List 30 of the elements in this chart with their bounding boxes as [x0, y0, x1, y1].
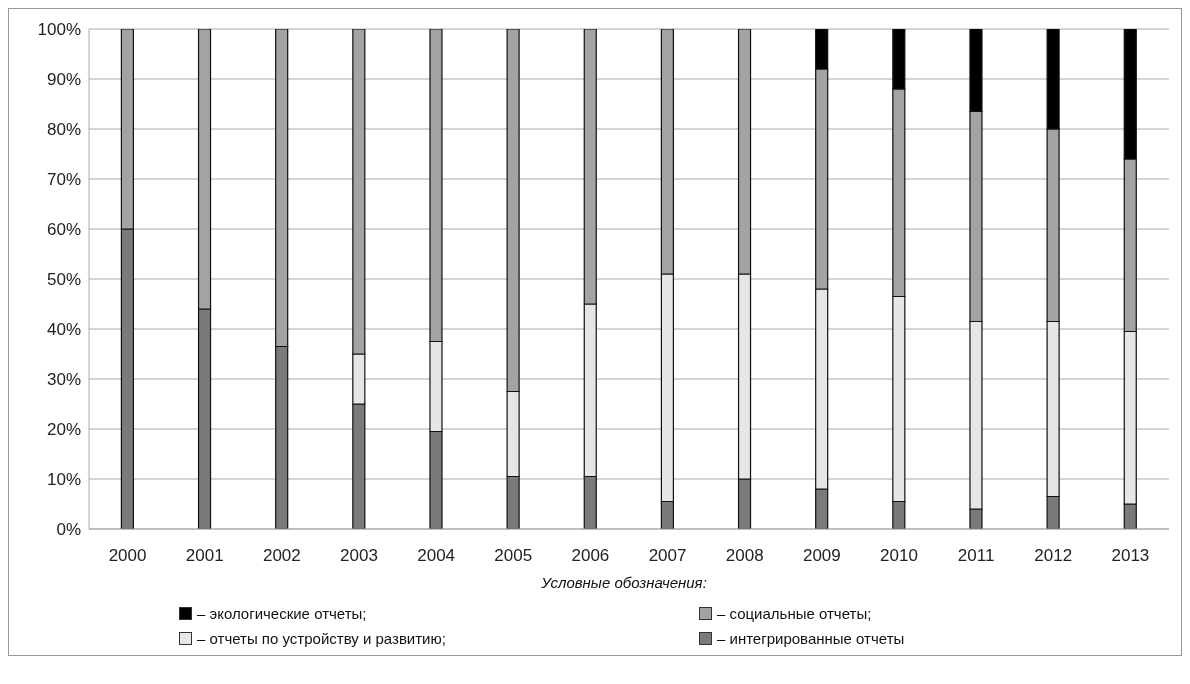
x-tick-label: 2000 [108, 546, 147, 566]
y-tick-label: 80% [46, 120, 81, 140]
x-tick-label: 2012 [1034, 546, 1073, 566]
y-tick-label: 10% [46, 470, 81, 490]
x-tick-label: 2008 [725, 546, 764, 566]
x-tick-label: 2006 [571, 546, 610, 566]
legend-label: – интегрированные отчеты [717, 630, 905, 647]
x-tick-label: 2010 [880, 546, 918, 566]
y-tick-label: 100% [37, 20, 81, 40]
y-tick-label: 90% [46, 70, 81, 90]
x-tick-label: 2005 [494, 546, 533, 566]
x-tick-label: 2013 [1111, 546, 1150, 566]
y-tick-label: 30% [46, 370, 81, 390]
y-tick-label: 50% [46, 270, 81, 290]
legend-label: – экологические отчеты; [197, 605, 367, 622]
y-tick-label: 0% [56, 520, 81, 540]
x-tick-label: 2003 [340, 546, 378, 566]
x-tick-label: 2004 [417, 546, 456, 566]
y-tick-label: 20% [46, 420, 81, 440]
y-tick-label: 70% [46, 170, 81, 190]
x-tick-label: 2002 [262, 546, 301, 566]
x-tick-label: 2007 [648, 546, 687, 566]
x-tick-label: 2011 [957, 546, 995, 566]
x-tick-label: 2009 [802, 546, 841, 566]
y-tick-label: 40% [46, 320, 81, 340]
legend-title: Условные обозначения: [540, 574, 708, 591]
legend-label: – социальные отчеты; [717, 605, 872, 622]
legend-label: – отчеты по устройству и развитию; [197, 630, 446, 647]
y-tick-label: 60% [46, 220, 81, 240]
x-tick-label: 2001 [185, 546, 224, 566]
